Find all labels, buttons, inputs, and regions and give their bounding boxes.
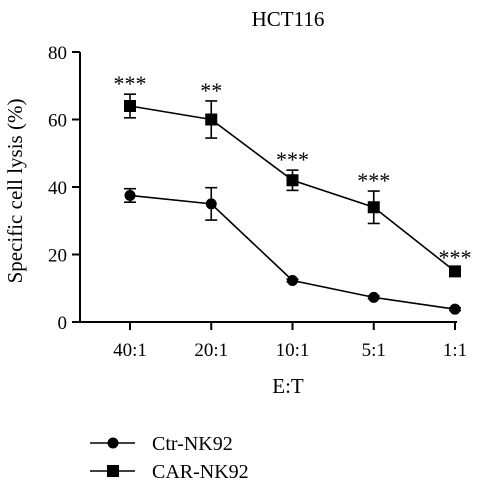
data-point-car-nk92 <box>124 100 136 112</box>
chart-title: HCT116 <box>252 7 325 31</box>
legend-label-ctr-nk92: Ctr-NK92 <box>152 433 233 455</box>
x-tick-label: 20:1 <box>194 340 228 361</box>
y-tick-label: 40 <box>48 178 67 199</box>
x-axis-title: E:T <box>272 374 304 398</box>
significance-label: *** <box>439 245 472 270</box>
data-point-car-nk92 <box>449 265 461 278</box>
x-tick-label: 1:1 <box>443 340 467 361</box>
significance-label: *** <box>357 168 390 193</box>
x-tick-label: 5:1 <box>362 340 386 361</box>
y-axis-title: Specific cell lysis (%) <box>3 99 27 284</box>
data-point-car-nk92 <box>205 113 218 126</box>
significance-label: *** <box>276 147 309 172</box>
legend-label-car-nk92: CAR-NK92 <box>152 461 249 483</box>
legend: Ctr-NK92 CAR-NK92 <box>90 433 249 483</box>
significance-label: ** <box>200 78 222 103</box>
data-point-ctr-nk92 <box>449 303 461 315</box>
data-point-car-nk92 <box>367 201 380 214</box>
data-point-ctr-nk92 <box>287 274 298 286</box>
data-point-car-nk92 <box>286 174 299 187</box>
y-tick-label: 0 <box>58 313 68 334</box>
x-tick-label: 10:1 <box>276 340 310 361</box>
series-line-ctr-nk92 <box>129 194 456 310</box>
y-tick-label: 80 <box>48 43 67 64</box>
data-point-ctr-nk92 <box>368 291 380 303</box>
data-point-ctr-nk92 <box>205 198 217 210</box>
legend-marker-ctr-nk92 <box>107 437 119 449</box>
y-tick-label: 20 <box>48 246 67 267</box>
x-tick-label: 40:1 <box>113 340 147 361</box>
y-tick-label: 60 <box>48 111 67 132</box>
data-point-ctr-nk92 <box>124 189 136 201</box>
significance-label: *** <box>114 71 147 96</box>
legend-marker-car-nk92 <box>107 465 119 477</box>
